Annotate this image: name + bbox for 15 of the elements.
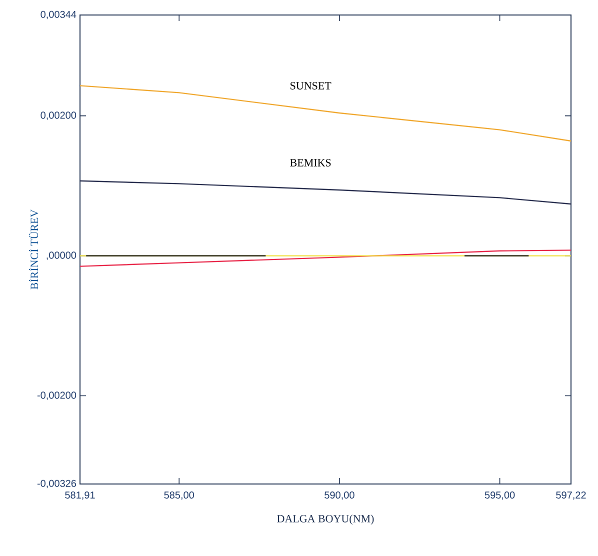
x-tick-label: 590,00 — [324, 492, 354, 500]
series-label: BEMIKS — [290, 159, 331, 166]
x-tick-label: 597,22 — [556, 492, 586, 500]
line-series — [79, 250, 572, 267]
y-axis-title: BİRİNCİ TÜREV — [28, 209, 38, 290]
x-axis-title: DALGA BOYU(NM) — [277, 514, 374, 525]
y-tick-label: -0,00200 — [37, 392, 76, 400]
y-tick-label: 0,00344 — [40, 10, 76, 20]
x-tick-label: 595,00 — [484, 492, 515, 500]
x-tick-label: 581,91 — [65, 492, 95, 500]
y-tick-label: -0,00326 — [37, 480, 76, 488]
series-label: SUNSET — [290, 82, 332, 90]
y-tick-label: ,00000 — [46, 252, 76, 260]
y-tick-label: 0,00200 — [40, 112, 76, 120]
x-tick-label: 585,00 — [164, 492, 194, 500]
